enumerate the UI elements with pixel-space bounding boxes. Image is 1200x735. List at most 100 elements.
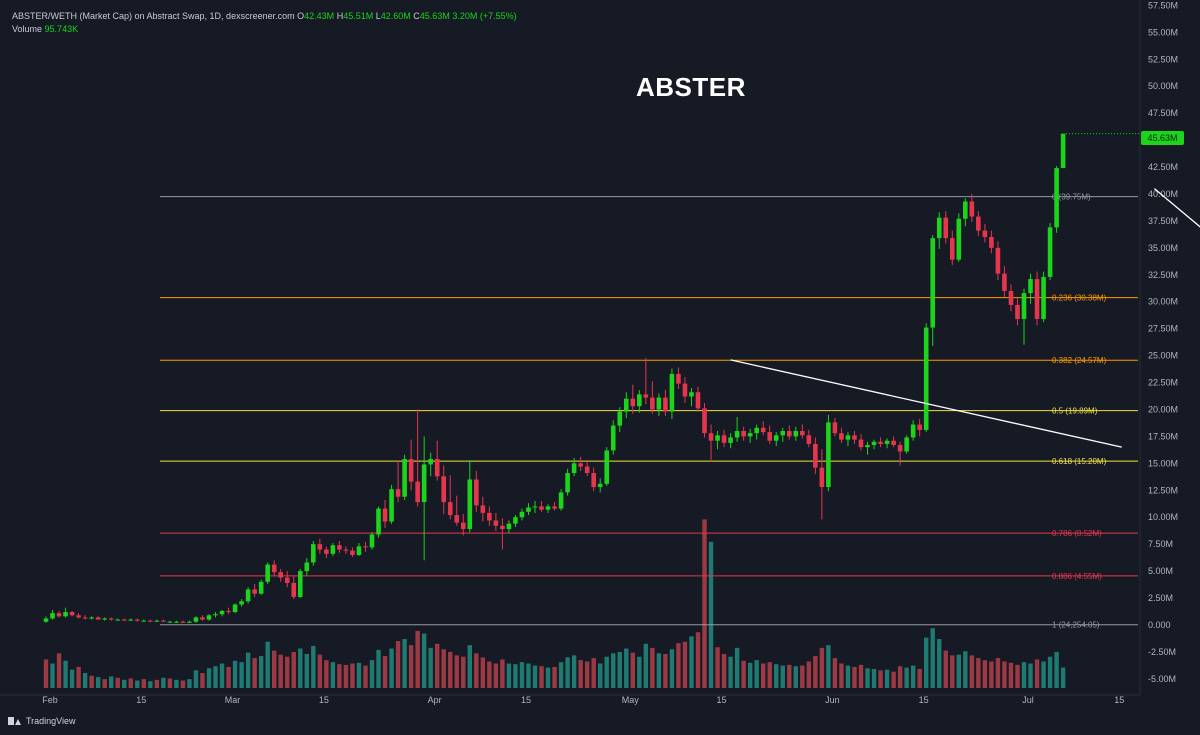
candle-body bbox=[715, 435, 720, 441]
volume-bar bbox=[363, 665, 368, 688]
volume-bar bbox=[69, 669, 75, 688]
price-axis-tick-label: 27.50M bbox=[1148, 324, 1178, 334]
volume-bar bbox=[826, 645, 831, 688]
price-axis-tick-label: 47.50M bbox=[1148, 108, 1178, 118]
candle-body bbox=[806, 435, 812, 444]
volume-bar bbox=[774, 664, 779, 688]
fib-level-label: 0.236 (30.38M) bbox=[1052, 294, 1107, 303]
volume-bar bbox=[734, 647, 740, 688]
candle-body bbox=[702, 408, 707, 434]
volume-bar bbox=[995, 658, 1001, 688]
time-axis-tick-label: Jul bbox=[1022, 695, 1034, 705]
candle-body bbox=[402, 459, 407, 497]
candle-body bbox=[910, 424, 916, 438]
candle-body bbox=[741, 431, 746, 437]
candle-body bbox=[721, 435, 727, 443]
volume-bar bbox=[695, 632, 701, 688]
fib-level-label: 0.382 (24.57M) bbox=[1052, 356, 1107, 365]
volume-bar bbox=[298, 648, 303, 688]
candle-body bbox=[669, 373, 675, 412]
candle-body bbox=[337, 545, 342, 550]
candle-body bbox=[206, 615, 212, 620]
volume-bar bbox=[878, 670, 883, 688]
candle-body bbox=[1015, 304, 1020, 319]
candle-body bbox=[258, 581, 264, 594]
candle-body bbox=[839, 433, 844, 440]
high-value: 45.51M bbox=[343, 11, 374, 21]
price-axis-tick-label: -2.50M bbox=[1148, 647, 1176, 657]
volume-bar bbox=[200, 673, 205, 688]
volume-bar bbox=[415, 630, 420, 688]
candle-body bbox=[956, 218, 962, 260]
volume-bar bbox=[871, 668, 877, 688]
candle-body bbox=[682, 383, 688, 397]
price-axis-tick-label: 7.50M bbox=[1148, 539, 1173, 549]
candle-body bbox=[297, 571, 303, 597]
price-axis-tick-label: 22.50M bbox=[1148, 378, 1178, 388]
price-axis-tick-label: -5.00M bbox=[1148, 674, 1176, 684]
candle-body bbox=[747, 433, 753, 437]
volume-bar bbox=[1008, 662, 1014, 688]
time-axis-tick-label: 15 bbox=[717, 695, 727, 705]
volume-bar bbox=[624, 648, 629, 688]
close-label: C bbox=[413, 11, 420, 21]
candle-body bbox=[128, 619, 134, 621]
volume-bar bbox=[598, 663, 603, 688]
volume-bar bbox=[330, 662, 336, 688]
volume-bar bbox=[558, 662, 564, 688]
volume-bar bbox=[904, 667, 909, 688]
volume-bar bbox=[884, 669, 890, 688]
volume-bar bbox=[617, 651, 622, 688]
candle-body bbox=[63, 612, 68, 617]
candle-body bbox=[936, 217, 942, 239]
candle-body bbox=[291, 582, 297, 597]
candle-body bbox=[813, 443, 818, 468]
volume-bar bbox=[728, 656, 733, 688]
volume-bar bbox=[245, 652, 251, 688]
volume-bar bbox=[689, 636, 694, 688]
volume-bar bbox=[278, 654, 283, 688]
volume-bar bbox=[82, 673, 88, 688]
volume-bar bbox=[761, 663, 766, 688]
candle-body bbox=[623, 398, 629, 412]
volume-bar bbox=[676, 643, 681, 688]
volume-bar bbox=[526, 663, 531, 688]
time-axis-tick-label: Mar bbox=[225, 695, 241, 705]
price-axis-tick-label: 25.00M bbox=[1148, 351, 1178, 361]
candle-body bbox=[284, 577, 290, 583]
candle-body bbox=[871, 441, 877, 446]
candle-body bbox=[676, 373, 681, 384]
volume-bar bbox=[643, 643, 649, 688]
candle-body bbox=[584, 466, 590, 474]
volume-bar bbox=[467, 645, 472, 688]
price-axis-tick-label: 5.00M bbox=[1148, 566, 1173, 576]
volume-bar bbox=[232, 660, 238, 688]
volume-bar bbox=[506, 663, 512, 688]
candle-body bbox=[1041, 276, 1046, 319]
candle-body bbox=[949, 238, 955, 260]
volume-bar bbox=[193, 670, 199, 688]
candle-body bbox=[1021, 293, 1027, 319]
volume-bar bbox=[578, 660, 583, 688]
candle-body bbox=[891, 440, 896, 446]
candle-body bbox=[591, 473, 596, 488]
candle-body bbox=[884, 440, 890, 444]
volume-bar bbox=[487, 661, 492, 688]
volume-bar bbox=[343, 664, 349, 688]
candle-body bbox=[43, 618, 49, 622]
candle-body bbox=[610, 425, 616, 451]
volume-bar bbox=[239, 662, 244, 688]
candle-body bbox=[487, 512, 492, 521]
volume-bar bbox=[910, 665, 916, 688]
volume-bar bbox=[715, 647, 720, 688]
volume-bar bbox=[532, 665, 538, 688]
volume-bar bbox=[721, 654, 727, 688]
candle-body bbox=[102, 618, 107, 620]
volume-bar bbox=[50, 663, 55, 688]
candle-body bbox=[467, 479, 473, 530]
candle-body bbox=[650, 397, 655, 410]
candle-body bbox=[311, 544, 316, 563]
volume-bar bbox=[832, 658, 838, 688]
volume-bar bbox=[265, 641, 270, 688]
